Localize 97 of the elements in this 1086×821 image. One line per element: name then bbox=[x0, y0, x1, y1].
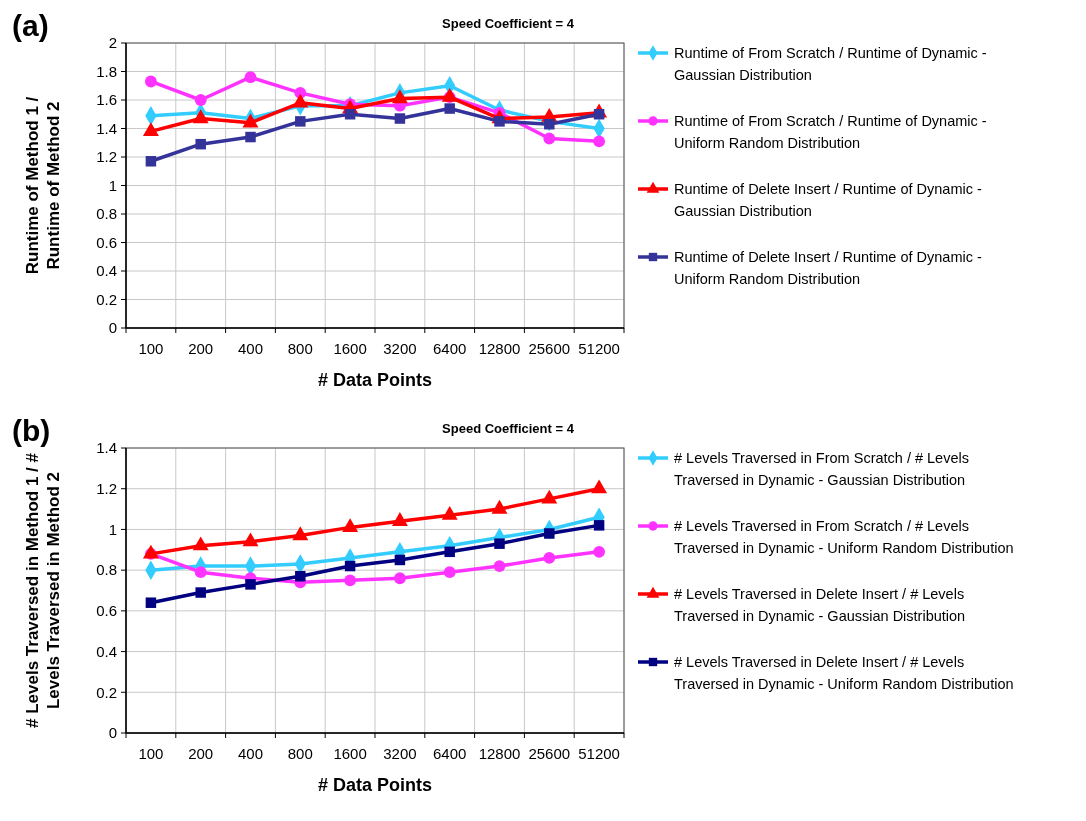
point bbox=[195, 587, 206, 598]
x-tick-label: 1600 bbox=[333, 745, 367, 762]
point bbox=[245, 131, 256, 143]
chart-title: Speed Coefficient = 4 bbox=[442, 16, 575, 31]
y-tick-label: 0 bbox=[108, 724, 117, 742]
point bbox=[543, 552, 556, 564]
legend-label: Runtime of Delete Insert / Runtime of Dynamic - Uniform Random Distribution bbox=[674, 249, 983, 288]
point bbox=[491, 499, 508, 514]
y-tick-label: 0.2 bbox=[96, 290, 117, 308]
point bbox=[344, 560, 356, 572]
x-tick-label: 6400 bbox=[433, 340, 467, 357]
point bbox=[544, 118, 555, 130]
y-tick-label: 1 bbox=[108, 520, 117, 538]
point bbox=[295, 571, 306, 582]
y-tick-label: 0.8 bbox=[96, 561, 117, 579]
x-axis-title: # Data Points bbox=[317, 775, 433, 795]
point bbox=[444, 103, 455, 114]
point bbox=[195, 138, 206, 150]
x-tick-label: 1600 bbox=[333, 340, 367, 357]
point bbox=[591, 479, 608, 494]
y-tick-label: 2 bbox=[108, 34, 117, 52]
point bbox=[493, 560, 506, 572]
text: (a) bbox=[12, 9, 49, 42]
legend-label: Runtime of From Scratch / Runtime of Dynamic - Uniform Random Distribution bbox=[674, 113, 987, 152]
point bbox=[192, 536, 209, 551]
x-tick-label: 25600 bbox=[528, 340, 571, 357]
x-tick-label: 3200 bbox=[383, 340, 417, 357]
x-tick-label: 51200 bbox=[578, 745, 620, 762]
point bbox=[344, 574, 357, 587]
point bbox=[391, 512, 408, 526]
x-tick-label: 400 bbox=[237, 745, 264, 762]
point bbox=[245, 579, 256, 590]
point bbox=[393, 572, 406, 585]
y-tick-label: 1.4 bbox=[96, 119, 117, 137]
y-axis-title: Runtime of Method 1 / Runtime of Method 2 bbox=[23, 96, 63, 275]
y-tick-label: 0.8 bbox=[96, 205, 117, 223]
point bbox=[593, 109, 605, 120]
legend-label: # Levels Traversed in From Scratch / # Levels Traversed in Dynamic - Gaussian Distribution bbox=[674, 450, 969, 489]
chart-title: Speed Coefficient = 4 bbox=[442, 421, 575, 436]
point bbox=[394, 554, 406, 566]
legend-label: Runtime of From Scratch / Runtime of Dynamic - Gaussian Distribution bbox=[674, 45, 987, 84]
y-tick-label: 0.2 bbox=[96, 683, 117, 701]
y-tick-label: 1.8 bbox=[96, 62, 117, 80]
x-tick-label: 200 bbox=[188, 745, 214, 762]
point bbox=[541, 489, 558, 504]
y-tick-label: 1 bbox=[108, 176, 117, 194]
point bbox=[342, 518, 359, 532]
point bbox=[543, 132, 556, 145]
point bbox=[593, 545, 606, 558]
y-tick-label: 0.4 bbox=[96, 262, 117, 280]
y-tick-label: 0 bbox=[108, 319, 117, 337]
point bbox=[394, 113, 406, 124]
point bbox=[444, 546, 455, 558]
point bbox=[593, 520, 605, 531]
y-tick-label: 0.6 bbox=[96, 602, 117, 620]
point bbox=[292, 526, 309, 541]
point bbox=[194, 94, 207, 106]
x-tick-label: 12800 bbox=[478, 340, 521, 357]
legend-label: # Levels Traversed in From Scratch / # Levels Traversed in Dynamic - Uniform Random Distribution bbox=[674, 518, 1014, 557]
x-tick-label: 800 bbox=[287, 340, 313, 357]
legend-label: # Levels Traversed in Delete Insert / # Levels Traversed in Dynamic - Gaussian Distribution bbox=[674, 586, 966, 625]
y-tick-label: 1.4 bbox=[96, 439, 117, 457]
y-tick-label: 0.6 bbox=[96, 233, 117, 251]
y-tick-label: 1.2 bbox=[96, 148, 117, 166]
point bbox=[544, 528, 555, 539]
x-tick-label: 100 bbox=[138, 745, 164, 762]
point bbox=[494, 538, 505, 549]
x-tick-label: 400 bbox=[237, 340, 264, 357]
y-tick-label: 1.2 bbox=[96, 479, 117, 497]
point bbox=[145, 156, 157, 167]
x-tick-label: 25600 bbox=[528, 745, 571, 762]
y-tick-label: 1.6 bbox=[96, 91, 117, 109]
point bbox=[391, 89, 408, 104]
point bbox=[593, 135, 606, 148]
x-tick-label: 100 bbox=[138, 340, 164, 357]
point bbox=[242, 532, 259, 547]
text: (b) bbox=[12, 414, 51, 447]
legend-label: # Levels Traversed in Delete Insert / # Levels Traversed in Dynamic - Uniform Random Distribution bbox=[674, 654, 1014, 693]
point bbox=[344, 109, 356, 120]
x-tick-label: 12800 bbox=[478, 745, 521, 762]
legend-label: Runtime of Delete Insert / Runtime of Dynamic - Gaussian Distribution bbox=[674, 181, 983, 220]
x-tick-label: 800 bbox=[287, 745, 313, 762]
point bbox=[295, 116, 306, 127]
point bbox=[441, 505, 458, 520]
y-tick-label: 0.4 bbox=[96, 642, 117, 660]
x-tick-label: 200 bbox=[188, 340, 214, 357]
x-tick-label: 3200 bbox=[383, 745, 417, 762]
x-tick-label: 6400 bbox=[433, 745, 467, 762]
point bbox=[145, 597, 157, 608]
point bbox=[194, 566, 207, 579]
x-axis-title: # Data Points bbox=[317, 370, 433, 390]
y-axis-title: # Levels Traversed in Method 1 / # Levels Traversed in Method 2 bbox=[23, 452, 63, 728]
point bbox=[144, 75, 157, 88]
x-tick-label: 51200 bbox=[578, 340, 620, 357]
point bbox=[443, 566, 456, 579]
point bbox=[192, 109, 209, 124]
point bbox=[244, 71, 257, 84]
